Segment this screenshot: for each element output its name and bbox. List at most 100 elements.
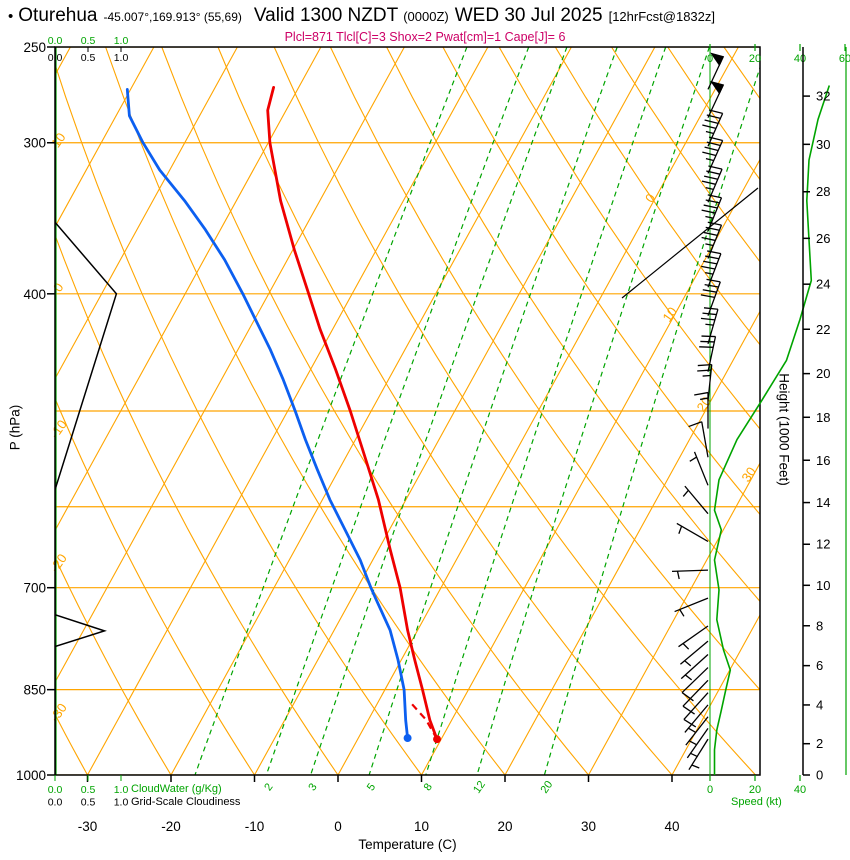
wind-barb [681, 667, 709, 702]
title-bar: • Oturehua -45.007°,169.913° (55,69) Val… [8, 5, 848, 27]
pressure-tick-label: 250 [23, 40, 46, 55]
speed-profile-line [713, 85, 831, 775]
speed-tick-top: 60 [839, 53, 850, 65]
height-tick-label: 28 [816, 184, 830, 199]
mixing-ratio-label: 5 [365, 781, 378, 793]
temperature-tick-label: -20 [161, 819, 181, 834]
wind-barb [680, 654, 709, 681]
cloudiness-scale-bottom: 1.0 [114, 797, 129, 809]
cloudwater-scale-bottom: 0.5 [81, 784, 96, 796]
mixing-ratio-label: 12 [471, 779, 488, 796]
forecast-tag: [12hrFcst@1832z] [608, 9, 716, 24]
dry-adiabat-label: 10 [48, 130, 69, 150]
wind-barb [682, 485, 709, 515]
temperature-tick-label: 20 [497, 819, 512, 834]
isotherm-label: 20 [694, 394, 715, 414]
speed-tick-top: 40 [794, 53, 806, 65]
pressure-tick-label: 850 [23, 683, 46, 698]
height-tick-label: 8 [816, 618, 823, 633]
wind-barb [707, 80, 725, 118]
station-bullet: • [8, 8, 14, 25]
sounding-indices: Plcl=871 Tlcl[C]=3 Shox=2 Pwat[cm]=1 Cap… [284, 30, 566, 44]
temperature-tick-label: 0 [334, 819, 342, 834]
pressure-tick-label: 400 [23, 287, 46, 302]
surface-dots [403, 734, 412, 743]
wind-barb [682, 679, 709, 715]
dewpoint-curve [125, 88, 410, 740]
mixing-ratio-label: 2 [262, 781, 275, 793]
cloudiness-axis-title: Grid-Scale Cloudiness [131, 795, 241, 808]
height-tick-label: 4 [816, 697, 823, 712]
surface-dewpoint-dot [403, 734, 412, 743]
height-tick-label: 32 [816, 89, 830, 104]
wind-barb [685, 716, 709, 746]
cloudwater-axis-title: CloudWater (g/Kg) [131, 783, 222, 795]
station-coords: -45.007°,169.913° (55,69) [103, 10, 242, 24]
pressure-tick-label: 300 [23, 136, 46, 151]
temperature-tick-label: 30 [581, 819, 596, 834]
cloudiness-scale-bottom: 0.5 [81, 797, 96, 809]
height-axis-title: Height (1000 Feet) [776, 373, 792, 486]
speed-tick-top: 0 [707, 53, 713, 65]
wind-barb [688, 738, 709, 771]
temperature-tick-label: -30 [78, 819, 98, 834]
dry-adiabat-label: -10 [47, 417, 70, 441]
speed-axis-title: Speed (kt) [731, 796, 782, 808]
temperature-tick-label: -10 [245, 819, 265, 834]
wind-barb [671, 569, 709, 580]
height-tick-label: 6 [816, 658, 823, 673]
wind-barb [680, 640, 709, 667]
wind-barb [674, 597, 709, 617]
cloud-profiles [55, 47, 118, 775]
wind-barb [694, 391, 709, 429]
wind-barb [701, 250, 722, 288]
pressure-tick-label: 1000 [16, 768, 46, 783]
grid-labels: 0 10 20 30 10 0 -10 -20 -30 2 3 5 8 12 20 [47, 130, 759, 796]
wind-barb [707, 52, 725, 90]
wind-barb [701, 194, 723, 232]
temperature-curve [266, 86, 439, 741]
temperature-axis-title: Temperature (C) [358, 837, 457, 852]
wind-barb [686, 727, 709, 759]
dry-adiabat-label: -30 [47, 700, 70, 724]
height-tick-label: 22 [816, 322, 830, 337]
cloudiness-scale-top: 0.0 [48, 52, 63, 64]
isotherm-label: 30 [738, 464, 759, 484]
height-tick-label: 12 [816, 537, 830, 552]
height-tick-label: 26 [816, 231, 830, 246]
cloudiness-scale-bottom: 0.0 [48, 797, 63, 809]
isotherm-label: 10 [659, 304, 680, 324]
mixing-ratio-label: 3 [306, 781, 319, 793]
dry-adiabat-label: 0 [50, 280, 66, 295]
wind-barb [700, 278, 721, 316]
wind-barb [702, 109, 724, 147]
speed-tick-bottom: 40 [794, 784, 806, 796]
valid-date: WED 30 Jul 2025 [454, 5, 603, 26]
surface-dots2 [433, 735, 442, 744]
speed-tick-bottom: 20 [749, 784, 761, 796]
wind-barb [684, 704, 709, 733]
temperature-tick-label: 40 [664, 819, 679, 834]
wind-barb [701, 165, 723, 203]
mixing-ratio-label: 8 [422, 781, 435, 793]
surface-temp-dot [433, 735, 442, 744]
valid-time: Valid 1300 NZDT [253, 5, 399, 26]
upper-right-diagonal [621, 187, 759, 299]
valid-utc: (0000Z) [403, 9, 449, 24]
height-tick-label: 2 [816, 736, 823, 751]
wind-barb [702, 136, 724, 174]
wind-barbs [671, 52, 725, 771]
wind-barb [700, 307, 719, 345]
height-tick-label: 0 [816, 768, 823, 783]
wind-barb [688, 421, 709, 458]
mixing-ratio-label: 20 [539, 779, 556, 796]
height-tick-label: 20 [816, 366, 830, 381]
cloudwater-scale-top: 0.0 [48, 35, 63, 47]
dry-adiabat-label: -20 [47, 551, 70, 575]
wind-barb [701, 221, 723, 259]
cloudwater-scale-top: 0.5 [81, 35, 96, 47]
